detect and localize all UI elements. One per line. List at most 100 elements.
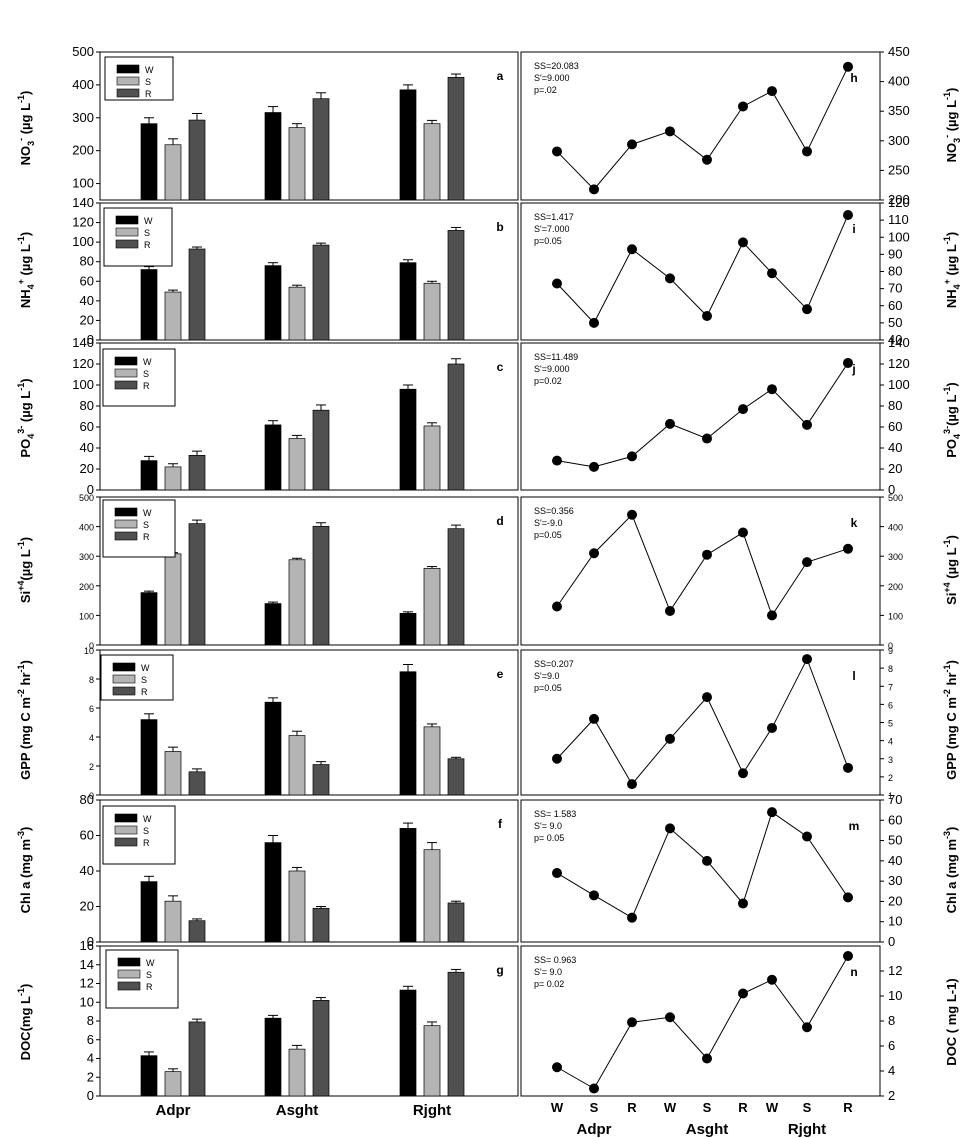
y-tick-label: 6 [888, 700, 893, 710]
stat-annotation: p=0.05 [534, 236, 562, 246]
y-tick-label: 50 [888, 315, 902, 330]
y-tick-label: 0 [87, 1088, 94, 1103]
left-axis-labels: NO3- (µg L-1) NH4+ (µg L-1) PO43- (µg L-… [16, 91, 36, 1061]
y-tick-label: 450 [888, 44, 910, 59]
y-tick-label: 9 [888, 646, 893, 656]
bar-R [188, 771, 206, 796]
y-tick-label: 7 [888, 682, 893, 692]
x-category-label: W [551, 1100, 564, 1115]
bar-W [140, 592, 158, 646]
data-point [589, 317, 599, 328]
y-tick-label: 4 [888, 1063, 895, 1078]
legend-swatch-W [116, 64, 140, 74]
ylabel-l: GPP (mg C m-2 hr-1) [942, 660, 959, 780]
y-tick-label: 0 [87, 934, 94, 949]
legend-label-W: W [143, 508, 152, 518]
stat-annotation: S'=9.000 [534, 364, 570, 374]
bar-R [447, 971, 465, 1097]
legend-box [102, 348, 176, 407]
legend-swatch-S [114, 519, 138, 529]
bar-W [264, 603, 282, 646]
data-point [589, 461, 599, 472]
y-tick-label: 10 [888, 988, 902, 1003]
bar-S [423, 726, 441, 796]
y-tick-label: 8 [888, 664, 893, 674]
data-point [627, 912, 637, 923]
y-tick-label: 4 [89, 733, 94, 743]
bar-S [423, 849, 441, 943]
data-point [627, 244, 637, 255]
panel-letter: a [497, 69, 504, 83]
bar-R [312, 764, 330, 796]
stat-annotation: S'= 9.0 [534, 967, 562, 977]
bar-S [423, 1025, 441, 1097]
bar-S [288, 559, 306, 646]
data-point [627, 451, 637, 462]
legend-swatch-S [112, 674, 136, 684]
x-category-label: S [590, 1100, 599, 1115]
data-point [627, 509, 637, 520]
bar-S [164, 900, 182, 943]
y-tick-label: 120 [888, 195, 910, 210]
y-tick-label: 4 [888, 737, 893, 747]
y-tick-label: 80 [888, 398, 902, 413]
y-tick-label: 16 [80, 938, 94, 953]
y-tick-label: 60 [888, 419, 902, 434]
y-tick-label: 60 [888, 298, 902, 313]
y-tick-label: 40 [80, 863, 94, 878]
data-point [627, 1017, 637, 1028]
bar-S [288, 127, 306, 201]
y-tick-label: 300 [72, 110, 94, 125]
data-point [767, 610, 777, 621]
right-axis-labels: NO3- (µg L-1) NH4+ (µg L-1) PO43-(µg L-1… [942, 88, 962, 1066]
y-tick-label: 80 [888, 264, 902, 279]
legend-swatch-W [114, 507, 138, 517]
x-group-label-right: Adpr [577, 1121, 612, 1138]
data-point [627, 139, 637, 150]
legend-swatch-R [112, 686, 136, 696]
data-point [767, 974, 777, 985]
panel-letter: k [851, 516, 858, 530]
data-point [802, 304, 812, 315]
y-tick-label: 100 [79, 611, 94, 621]
y-tick-label: 1 [888, 791, 893, 801]
x-category-label: R [843, 1100, 853, 1115]
bar-S [423, 567, 441, 646]
bar-W [264, 265, 282, 341]
data-point [589, 1083, 599, 1094]
panel-letter: l [852, 669, 855, 683]
stat-annotation: SS= 1.583 [534, 809, 576, 819]
data-point [665, 1012, 675, 1023]
bar-W [264, 701, 282, 796]
data-point [843, 892, 853, 903]
bar-R [447, 758, 465, 796]
data-point [738, 898, 748, 909]
y-tick-label: 4 [87, 1051, 94, 1066]
legend-label-W: W [146, 958, 155, 968]
bar-S [164, 291, 182, 341]
y-tick-label: 120 [888, 356, 910, 371]
y-tick-label: 200 [72, 143, 94, 158]
legend-swatch-S [114, 368, 138, 378]
ylabel-g: DOC(mg L-1) [16, 984, 33, 1061]
legend-swatch-R [114, 380, 138, 390]
y-tick-label: 12 [80, 976, 94, 991]
panel-letter: m [849, 819, 860, 833]
legend-label-S: S [141, 675, 147, 685]
legend-label-W: W [143, 357, 152, 367]
y-tick-label: 250 [888, 162, 910, 177]
bar-S [288, 870, 306, 943]
ylabel-c: PO43- (µg L-1) [16, 378, 36, 457]
legend-label-W: W [144, 216, 153, 226]
data-point [552, 455, 562, 466]
bar-S [164, 751, 182, 796]
bar-R [188, 455, 206, 491]
y-tick-label: 40 [888, 853, 902, 868]
bar-R [312, 525, 330, 646]
panel-letter: c [497, 360, 504, 374]
stat-annotation: S'= 9.0 [534, 821, 562, 831]
